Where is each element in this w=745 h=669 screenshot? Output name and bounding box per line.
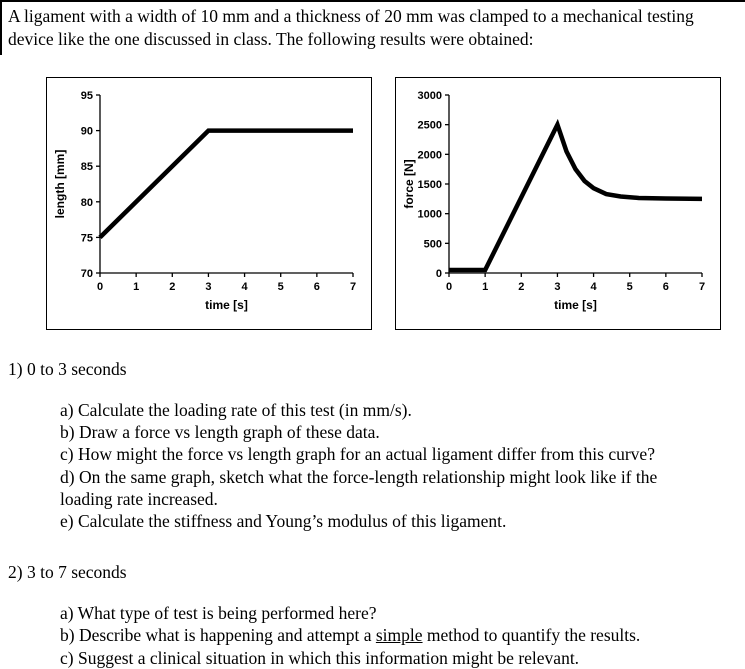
question-2-item-b-post: method to quantify the results. bbox=[422, 625, 641, 646]
svg-text:2000: 2000 bbox=[418, 149, 442, 161]
svg-text:0: 0 bbox=[97, 281, 103, 293]
svg-text:7: 7 bbox=[350, 281, 356, 293]
svg-text:2: 2 bbox=[169, 281, 175, 293]
svg-text:6: 6 bbox=[314, 281, 320, 293]
svg-text:500: 500 bbox=[424, 238, 442, 250]
svg-text:80: 80 bbox=[81, 196, 93, 208]
svg-text:4: 4 bbox=[242, 281, 249, 293]
svg-text:5: 5 bbox=[278, 281, 284, 293]
question-2-item-b-underlined-word: simple bbox=[375, 625, 423, 646]
svg-text:85: 85 bbox=[81, 161, 93, 173]
svg-text:2500: 2500 bbox=[418, 119, 442, 131]
svg-text:5: 5 bbox=[627, 281, 633, 293]
svg-text:0: 0 bbox=[436, 268, 442, 280]
question-2-item-c: c) Suggest a clinical situation in which… bbox=[60, 647, 580, 668]
svg-text:2: 2 bbox=[518, 281, 524, 293]
question-2-item-a: a) What type of test is being performed … bbox=[60, 602, 377, 623]
question-1-item-b: b) Draw a force vs length graph of these… bbox=[60, 421, 380, 442]
svg-text:3: 3 bbox=[554, 281, 560, 293]
svg-text:3000: 3000 bbox=[418, 90, 442, 102]
question-1-item-e: e) Calculate the stiffness and Young’s m… bbox=[60, 511, 507, 532]
question-1-item-c: c) How might the force vs length graph f… bbox=[60, 444, 655, 465]
intro-paragraph: A ligament with a width of 10 mm and a t… bbox=[0, 2, 745, 55]
svg-text:0: 0 bbox=[446, 281, 452, 293]
charts-row: 70 75 80 85 90 95 0 1 2 3 4 5 6 7 time [s] length [mm] … bbox=[46, 76, 745, 330]
question-1-items: a) Calculate the loading rate of this te… bbox=[60, 399, 710, 533]
svg-text:75: 75 bbox=[81, 232, 93, 244]
svg-text:90: 90 bbox=[81, 125, 93, 137]
svg-text:4: 4 bbox=[591, 281, 598, 293]
svg-text:1: 1 bbox=[482, 281, 488, 293]
length-time-chart: 70 75 80 85 90 95 0 1 2 3 4 5 6 7 time [s] length [mm] bbox=[46, 76, 372, 330]
svg-text:7: 7 bbox=[699, 281, 705, 293]
question-2-items: a) What type of test is being performed … bbox=[60, 602, 710, 669]
question-1-item-d: d) On the same graph, sketch what the fo… bbox=[60, 466, 658, 510]
svg-text:time [s]: time [s] bbox=[205, 298, 248, 312]
svg-text:6: 6 bbox=[663, 281, 669, 293]
question-2-item-b: b) Describe what is happening and attemp… bbox=[60, 624, 710, 646]
question-1-heading: 1) 0 to 3 seconds bbox=[8, 358, 127, 379]
svg-text:length [mm]: length [mm] bbox=[53, 149, 67, 218]
svg-text:force [N]: force [N] bbox=[402, 159, 416, 208]
force-time-chart: 0 500 1000 1500 2000 2500 3000 0 1 2 3 4 5 6 7 time [s]… bbox=[395, 76, 721, 330]
question-2-item-b-pre: b) Describe what is happening and attemp… bbox=[60, 625, 376, 646]
svg-text:1500: 1500 bbox=[418, 179, 442, 191]
svg-text:time [s]: time [s] bbox=[554, 298, 597, 312]
question-2-heading: 2) 3 to 7 seconds bbox=[8, 561, 127, 582]
svg-text:1: 1 bbox=[133, 281, 139, 293]
svg-text:95: 95 bbox=[81, 90, 93, 102]
question-1-item-a: a) Calculate the loading rate of this te… bbox=[60, 399, 412, 420]
svg-text:3: 3 bbox=[205, 281, 211, 293]
svg-text:70: 70 bbox=[81, 268, 93, 280]
svg-text:1000: 1000 bbox=[418, 208, 442, 220]
